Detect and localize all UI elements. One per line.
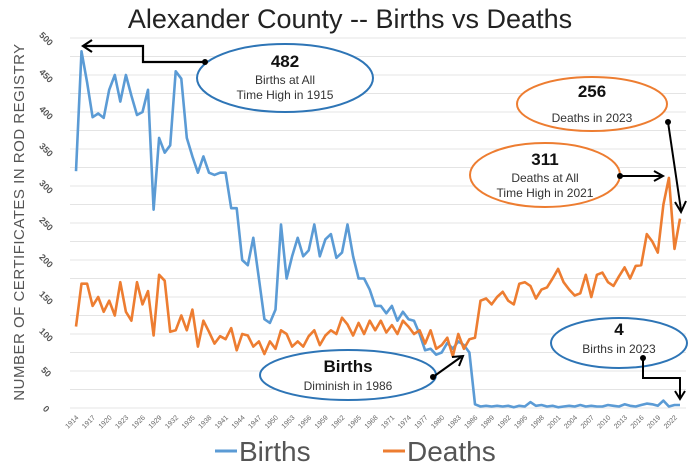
callout-text: Births at All [255,73,315,87]
x-tick-label: 1962 [330,414,346,430]
x-tick-label: 1971 [380,414,396,430]
y-axis-label: NUMBER OF CERTIFICATES IN ROD REGISTRY [11,43,28,400]
x-tick-label: 1968 [364,414,380,430]
callout-text: Time High in 1915 [237,88,334,102]
legend-label-births: Births [239,436,311,467]
x-tick-label: 1950 [264,414,280,430]
callout-text: Deaths at All [511,171,578,185]
x-tick-label: 1983 [447,414,463,430]
y-tick-label: 100 [37,326,55,344]
x-tick-label: 2016 [630,414,646,430]
x-tick-label: 1974 [397,414,413,430]
callout-text: Diminish in 1986 [304,379,393,393]
x-tick-label: 1986 [463,414,479,430]
callout-value: 4 [614,320,624,339]
x-tick-label: 2004 [563,414,579,430]
callout-ellipse [516,76,668,132]
x-tick-label: 1920 [98,414,114,430]
x-tick-label: 1956 [297,414,313,430]
x-tick-label: 2010 [596,414,612,430]
x-tick-label: 1929 [148,414,164,430]
annotation-births-high: 482 Births at All Time High in 1915 [81,39,374,113]
callout-text: Time High in 2021 [497,186,594,200]
x-tick-label: 1995 [513,414,529,430]
callout-arrow [432,356,462,378]
annotation-deaths-high: 311 Deaths at All Time High in 2021 [469,142,666,208]
x-tick-label: 2001 [547,414,563,430]
y-tick-label: 50 [39,365,53,379]
series-line-deaths [74,176,682,358]
x-tick-label: 1947 [247,414,263,430]
y-tick-label: 150 [37,289,55,307]
x-tick-label: 1938 [197,414,213,430]
series-lines [74,49,682,409]
y-tick-label: 200 [37,252,55,270]
annotation-deaths-2023: 256 Deaths in 2023 [516,76,687,215]
x-tick-label: 1980 [430,414,446,430]
callout-value: 311 [531,150,558,169]
x-tick-label: 1977 [414,414,430,430]
callout-arrow [667,121,682,211]
x-tick-label: 1989 [480,414,496,430]
callout-text: Deaths in 2023 [552,111,633,125]
callout-arrow [84,44,205,64]
y-tick-label: 500 [37,30,55,48]
x-tick-label: 1953 [281,414,297,430]
callout-arrow [642,358,681,398]
callout-value: 256 [578,82,606,101]
x-tick-label: 1914 [64,414,80,430]
x-tick-label: 2013 [613,414,629,430]
x-tick-label: 1923 [114,414,130,430]
annotation-births-diminish: Births Diminish in 1986 [259,349,465,401]
y-tick-label: 0 [41,404,52,415]
x-tick-label: 1917 [81,414,97,430]
callout-ellipse [550,317,688,369]
y-tick-label: 300 [37,178,55,196]
callout-ellipse [196,43,374,113]
x-tick-label: 1965 [347,414,363,430]
x-ticks: 1914 1917 1920 1923 1926 1929 1932 1935 1938 1941… [64,414,678,430]
y-tick-label: 400 [37,104,55,122]
callout-value: Births [323,357,372,376]
x-tick-label: 1959 [314,414,330,430]
series-line-births [74,49,680,409]
callout-text: Births in 2023 [582,342,656,356]
x-tick-label: 1935 [181,414,197,430]
y-ticks: 0 50 100 150 200 250 300 350 400 450 500 [37,30,55,414]
y-tick-label: 250 [37,215,55,233]
legend-label-deaths: Deaths [407,436,496,467]
callout-value: 482 [271,52,299,71]
y-tick-label: 450 [37,67,55,85]
x-tick-label: 1932 [164,414,180,430]
x-tick-label: 2022 [663,414,679,430]
x-tick-label: 1941 [214,414,230,430]
x-tick-label: 2019 [646,414,662,430]
y-tick-label: 350 [37,141,55,159]
annotation-births-2023: 4 Births in 2023 [550,317,688,401]
x-tick-label: 1926 [131,414,147,430]
chart-title: Alexander County -- Births vs Deaths [128,4,572,34]
x-tick-label: 1998 [530,414,546,430]
x-tick-label: 1944 [231,414,247,430]
x-tick-label: 2007 [580,414,596,430]
legend: Births Deaths [215,436,496,467]
x-tick-label: 1992 [497,414,513,430]
